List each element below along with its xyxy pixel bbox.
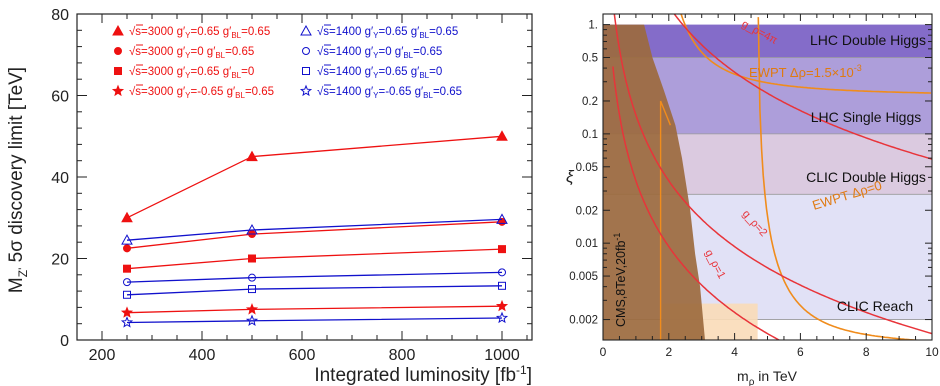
- data-point: [120, 306, 134, 318]
- legend-entry-label: √s=1400 g′Y=0.65 g′BL=0: [317, 65, 442, 80]
- region-xi-above-one: [603, 14, 932, 25]
- legend-marker: [114, 67, 122, 75]
- ewpt-curve-label: EWPT Δρ=1.5×10-3: [749, 63, 862, 80]
- legend-marker: [299, 84, 313, 97]
- data-point: [120, 316, 134, 328]
- plot-area: [603, 14, 932, 340]
- y-axis-label: MZ' 5σ discovery limit [TeV]: [6, 67, 30, 293]
- y-tick-label: 0.1: [582, 129, 598, 141]
- x-tick-label: 800: [389, 347, 416, 364]
- data-point: [248, 254, 256, 263]
- data-point: [246, 150, 258, 162]
- y-tick-label: 60: [51, 89, 69, 106]
- y-tick-label: 0.05: [576, 162, 598, 174]
- series-line-4: [126, 218, 503, 241]
- data-point: [123, 264, 131, 273]
- data-point: [248, 285, 256, 294]
- x-tick-label: 600: [289, 347, 316, 364]
- data-point: [245, 303, 259, 315]
- band-label: LHC Single Higgs: [811, 109, 922, 125]
- legend-entry-label: √s=1400 g′Y=-0.65 g′BL=0.65: [317, 85, 462, 100]
- y-tick-label: 0.002: [569, 315, 598, 327]
- ewpt-branch: [659, 100, 672, 340]
- data-point: [498, 281, 506, 290]
- data-point: [495, 311, 509, 324]
- data-point: [123, 290, 131, 299]
- g-rho-curve: [613, 14, 932, 335]
- legend-entry-label: √s=3000 g′Y=0.65 g′BL=0: [129, 65, 254, 80]
- x-tick-label: 1000: [484, 347, 520, 364]
- y-tick-label: 0: [60, 333, 69, 350]
- y-tick-label: 0.005: [569, 271, 598, 283]
- data-point: [123, 278, 131, 287]
- y-tick-label: 0.5: [582, 52, 598, 64]
- data-point: [245, 314, 259, 327]
- legend-entry-label: √s=1400 g′Y=0 g′BL=0.65: [317, 45, 442, 60]
- series-line-6: [126, 285, 503, 296]
- legend-marker: [302, 47, 310, 55]
- ewpt-curve: [757, 17, 927, 340]
- band-label: LHC Double Higgs: [810, 32, 926, 48]
- legend-marker: [302, 67, 310, 75]
- x-tick-label: 6: [797, 345, 804, 359]
- x-tick-label: 0: [600, 345, 607, 359]
- legend-entry-label: √s=1400 g′Y=0.65 g′BL=0.65: [317, 25, 458, 40]
- data-point: [121, 211, 133, 223]
- legend-marker: [112, 24, 124, 36]
- x-tick-label: 400: [189, 347, 216, 364]
- data-point: [496, 213, 508, 224]
- x-tick-label: 200: [89, 347, 116, 364]
- data-point: [495, 299, 509, 312]
- g-rho-curve: [673, 14, 932, 160]
- data-point: [498, 245, 506, 254]
- x-axis-label: Integrated luminosity [fb-1]: [314, 363, 532, 386]
- cms-label: CMS,8TeV,20fb-1: [612, 233, 628, 327]
- xi-axis-label: ξ: [566, 167, 575, 186]
- legend-entry-label: √s=3000 g′Y=0.65 g′BL=0.65: [129, 25, 270, 40]
- data-point: [248, 273, 256, 282]
- x-tick-label: 8: [863, 345, 870, 359]
- data-point: [498, 268, 506, 277]
- band-label: CLIC Double Higgs: [806, 169, 926, 185]
- data-point: [123, 244, 131, 253]
- legend-entry-label: √s=3000 g′Y=0 g′BL=0.65: [129, 45, 254, 60]
- discovery-limit-chart: 200 400 600 800 1000 0 20 40 60 80 √s=3000 g′Y=0.…: [6, 7, 533, 386]
- legend-marker: [300, 24, 312, 36]
- x-tick-label: 4: [731, 345, 738, 359]
- g-rho-curve: [612, 66, 781, 340]
- series-line-5: [126, 271, 503, 283]
- data-point: [496, 130, 508, 141]
- legend-entry-label: √s=3000 g′Y=-0.65 g′BL=0.65: [129, 85, 274, 100]
- legend-marker: [111, 84, 125, 97]
- y-tick-label: 20: [51, 252, 69, 269]
- band-label: CLIC Reach: [837, 298, 913, 314]
- series-line-7: [126, 317, 503, 324]
- x-tick-label: 10: [925, 345, 939, 359]
- y-tick-label: 0.01: [576, 238, 598, 250]
- y-tick-label: 0.02: [576, 205, 598, 217]
- x-tick-label: 2: [665, 345, 672, 359]
- y-tick-label: 40: [51, 170, 69, 187]
- y-tick-label: 1.: [588, 20, 598, 32]
- data-point: [246, 223, 258, 235]
- y-tick-label: 0.2: [582, 96, 598, 108]
- y-tick-label: 80: [51, 7, 69, 24]
- data-point: [121, 234, 133, 245]
- ewpt-curve: [680, 14, 931, 94]
- legend-marker: [114, 47, 122, 55]
- mrho-axis-label: mρ in TeV: [737, 368, 798, 386]
